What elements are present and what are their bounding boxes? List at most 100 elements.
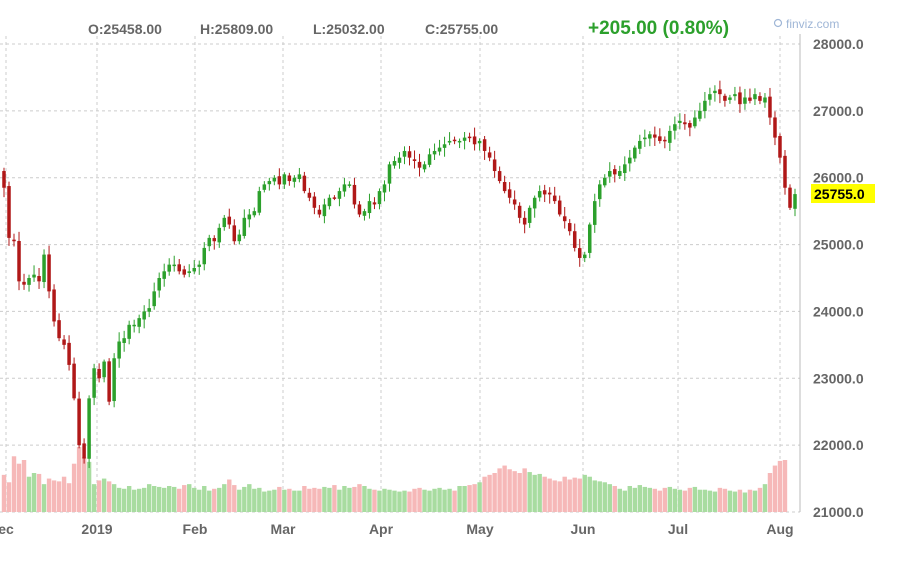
volume-bar: [121, 488, 127, 512]
candle-body: [703, 100, 707, 112]
candle-body: [552, 195, 557, 202]
candle-body: [297, 174, 302, 180]
brand-logo[interactable]: finviz.com: [773, 17, 840, 31]
volume-bar: [422, 489, 427, 512]
candle-body: [267, 181, 272, 185]
candle-body: [562, 216, 567, 222]
volume-bar: [417, 487, 422, 512]
candle-body: [132, 324, 136, 327]
candle-body: [2, 171, 6, 188]
y-axis: 21000.0 22000.0 23000.0 24000.0 25000.0 26000…: [799, 34, 864, 520]
volume-bar: [647, 487, 653, 512]
volume-bar: [492, 473, 497, 512]
candle-body: [482, 139, 487, 151]
candlesticks: [2, 80, 797, 469]
candle-body: [42, 254, 46, 283]
volume-bar: [131, 489, 137, 512]
volume-bar: [41, 484, 47, 512]
volume-bar: [487, 474, 492, 512]
candle-body: [497, 171, 502, 182]
candle-body: [512, 199, 517, 205]
candle-body: [527, 207, 532, 223]
candle-body: [347, 184, 352, 186]
volume-bar: [397, 491, 402, 512]
candle-body: [242, 217, 247, 236]
volume-bar: [302, 486, 307, 512]
y-tick-label: 28000.0: [813, 36, 864, 52]
volume-bar: [222, 484, 227, 512]
volume-bar: [86, 461, 92, 512]
candle-body: [312, 196, 317, 208]
candle-body: [337, 191, 342, 199]
candle-body: [557, 200, 562, 215]
candle-body: [492, 159, 497, 172]
candle-body: [372, 202, 377, 205]
volume-bar: [31, 473, 37, 512]
volume-bar: [632, 487, 638, 512]
volume-bar: [537, 473, 542, 512]
x-tick-label: 2019: [81, 521, 112, 537]
candle-body: [412, 159, 417, 161]
candle-body: [142, 311, 146, 320]
volume-bar: [347, 487, 352, 512]
candle-body: [82, 443, 86, 459]
volume-bar: [597, 481, 602, 512]
volume-bar: [91, 484, 97, 512]
candle-body: [177, 264, 181, 272]
volume-bar: [377, 490, 382, 512]
volume-bar: [282, 489, 287, 512]
candle-body: [227, 216, 232, 225]
candle-body: [582, 254, 587, 259]
volume-bar: [267, 490, 272, 512]
candle-body: [247, 214, 252, 220]
volume-bar: [587, 476, 592, 512]
volume-bar: [762, 484, 768, 512]
candle-body: [117, 341, 121, 359]
candle-body: [17, 240, 21, 282]
volume-bar: [71, 463, 77, 512]
y-tick-label: 22000.0: [813, 437, 864, 453]
volume-bar: [292, 490, 297, 512]
candle-body: [673, 124, 677, 131]
candle-body: [748, 97, 752, 101]
candle-body: [322, 204, 327, 217]
volume-bar: [16, 463, 22, 512]
volume-bar: [627, 486, 632, 512]
high-value: H:25809.00: [200, 21, 273, 37]
volume-bar: [287, 488, 292, 512]
open-value: O:25458.00: [88, 21, 162, 37]
volume-bar: [642, 486, 648, 512]
volume-bar: [342, 486, 347, 512]
candle-body: [733, 94, 737, 97]
candle-body: [272, 177, 277, 182]
candle-body: [392, 161, 397, 166]
volume-bar: [542, 476, 547, 512]
y-tick-label: 24000.0: [813, 303, 864, 319]
candle-body: [783, 155, 787, 188]
volume-bar: [272, 489, 277, 512]
y-tick-label: 25000.0: [813, 237, 864, 253]
volume-bar: [212, 488, 217, 512]
candle-body: [577, 248, 582, 258]
volume-bar: [141, 487, 147, 512]
candle-body: [102, 361, 106, 378]
volume-bar: [582, 474, 587, 512]
candle-body: [678, 120, 682, 123]
candle-body: [427, 154, 432, 165]
volume-bar: [777, 460, 783, 512]
candle-body: [27, 278, 31, 285]
candle-body: [37, 275, 41, 282]
volume-bar: [106, 481, 112, 512]
volume-bar: [161, 487, 167, 512]
volume-bar: [317, 488, 322, 512]
candle-body: [202, 247, 207, 265]
volume-bar: [452, 490, 457, 512]
volume-bar: [767, 473, 773, 512]
volume-bar: [662, 487, 668, 512]
candle-body: [407, 151, 412, 158]
candle-body: [442, 144, 447, 148]
volume-bar: [577, 478, 582, 512]
volume-bar: [682, 490, 688, 512]
candle-body: [608, 171, 612, 177]
